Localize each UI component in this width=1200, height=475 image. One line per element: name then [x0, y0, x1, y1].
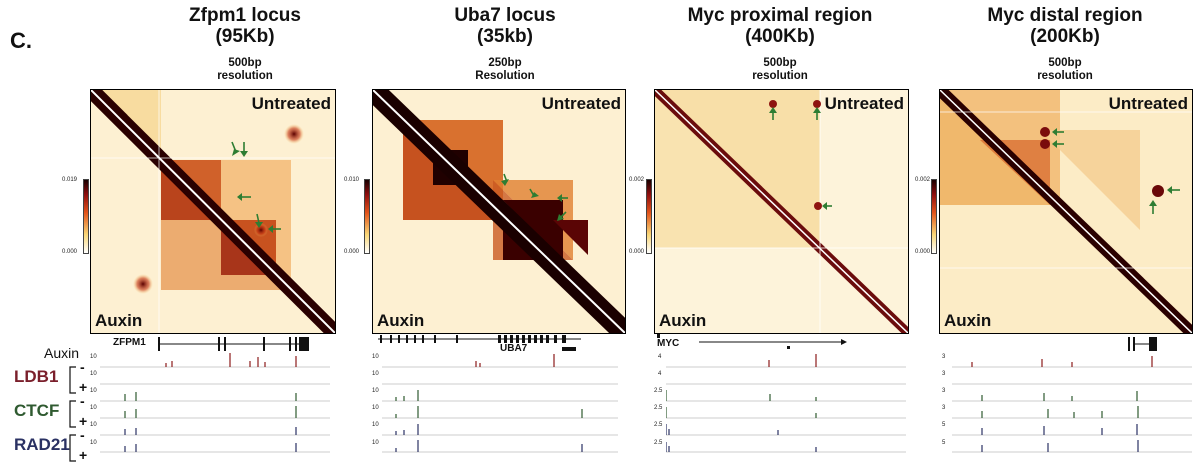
panel3-title-line2: (400Kb) — [745, 26, 815, 47]
track-label-ldb1: LDB1 — [14, 367, 59, 386]
panel2-res-unit: Resolution — [475, 70, 535, 82]
track-brackets — [69, 366, 76, 462]
panel2-cbar-min: 0.000 — [344, 249, 360, 255]
p3-rad21p-scale: 2.5 — [654, 440, 663, 446]
zfpm1-gene-model — [158, 337, 309, 351]
panel2-title-line2: (35kb) — [477, 26, 533, 47]
p2-auxin-scale: 10 — [372, 354, 379, 360]
panel3-resolution: 500bp resolution — [700, 57, 860, 83]
panel2-resolution: 250bp Resolution — [425, 57, 585, 83]
panel3-title-line1: Myc proximal region — [687, 5, 873, 26]
panel1-contact-map: Untreated Auxin — [90, 89, 336, 334]
panel4-cbar-max: 0.002 — [915, 177, 931, 183]
panel1-colorbar — [83, 179, 89, 254]
panel4-auxin-label: Auxin — [944, 311, 992, 330]
ldb1-plus-sign: + — [79, 379, 88, 395]
panel1-cbar-min: 0.000 — [62, 249, 78, 255]
p4-rad21m-scale: 5 — [942, 422, 946, 428]
panel2-res-value: 250bp — [488, 57, 522, 69]
panel2-title-line1: Uba7 locus — [454, 5, 556, 26]
panel4-resolution: 500bp resolution — [985, 57, 1145, 83]
panel3-auxin-label: Auxin — [659, 311, 707, 330]
rad21-plus-sign: + — [79, 447, 88, 463]
panel2-cbar-max: 0.010 — [344, 177, 360, 183]
track-label-auxin: Auxin — [44, 345, 80, 361]
track-label-rad21: RAD21 — [14, 435, 70, 454]
p1-rad21m-scale: 10 — [90, 422, 97, 428]
panel3-signal-tracks — [666, 354, 906, 453]
p3-ldb1m-scale: 4 — [658, 371, 662, 377]
panel3-cbar-min: 0.000 — [629, 249, 645, 255]
panel2-colorbar — [364, 179, 370, 254]
p2-ctcfp-scale: 10 — [372, 405, 379, 411]
p1-rad21p-scale: 10 — [90, 440, 97, 446]
ldb1-minus-sign: - — [80, 359, 85, 375]
p4-ldb1m-scale: 3 — [942, 371, 946, 377]
panel3-title: Myc proximal region (400Kb) — [665, 5, 895, 47]
panel-label: C. — [10, 28, 32, 53]
gene-label-myc: MYC — [657, 338, 680, 349]
panel2-auxin-label: Auxin — [377, 311, 425, 330]
p4-ctcfp-scale: 3 — [942, 405, 946, 411]
panel4-cbar-min: 0.000 — [915, 249, 931, 255]
gene-label-zfpm1: ZFPM1 — [113, 337, 146, 348]
panel2-signal-tracks — [382, 354, 618, 453]
panel1-res-unit: resolution — [217, 70, 273, 82]
p3-ctcfm-scale: 2.5 — [654, 388, 663, 394]
ctcf-minus-sign: - — [80, 393, 85, 409]
uba7-gene-model — [378, 335, 581, 351]
p3-auxin-scale: 4 — [658, 354, 662, 360]
panel2-untreated-label: Untreated — [541, 94, 621, 113]
panel2-title: Uba7 locus (35kb) — [405, 5, 605, 47]
rad21-minus-sign: - — [80, 427, 85, 443]
panel1-title: Zfpm1 locus (95Kb) — [145, 5, 345, 47]
panel3-colorbar — [646, 179, 652, 254]
panel4-signal-tracks — [952, 356, 1192, 453]
panel1-res-value: 500bp — [228, 57, 262, 69]
panel3-untreated-label: Untreated — [824, 94, 904, 113]
panel4-title-line1: Myc distal region — [987, 5, 1143, 26]
myc-gene-model — [657, 334, 847, 349]
panel4-title: Myc distal region (200Kb) — [950, 5, 1180, 47]
p3-rad21m-scale: 2.5 — [654, 422, 663, 428]
p1-ctcfm-scale: 10 — [90, 388, 97, 394]
panel4-res-unit: resolution — [1037, 70, 1093, 82]
ctcf-plus-sign: + — [79, 413, 88, 429]
p4-ctcfm-scale: 3 — [942, 388, 946, 394]
track-label-ctcf: CTCF — [14, 401, 60, 420]
p3-ctcfp-scale: 2.5 — [654, 405, 663, 411]
panel4-title-line2: (200Kb) — [1030, 26, 1100, 47]
panel1-auxin-label: Auxin — [95, 311, 143, 330]
panel1-cbar-max: 0.019 — [62, 177, 78, 183]
panel4-contact-map: Untreated Auxin — [939, 89, 1193, 334]
p4-auxin-scale: 3 — [942, 354, 946, 360]
panel1-signal-tracks — [100, 353, 330, 453]
panel1-untreated-label: Untreated — [251, 94, 331, 113]
p4-rad21p-scale: 5 — [942, 440, 946, 446]
panel1-title-line1: Zfpm1 locus — [189, 5, 301, 26]
p1-ctcfp-scale: 10 — [90, 405, 97, 411]
panel3-res-value: 500bp — [763, 57, 797, 69]
p1-auxin-scale: 10 — [90, 354, 97, 360]
panel1-resolution: 500bp resolution — [165, 57, 325, 83]
panel3-cbar-max: 0.002 — [629, 177, 645, 183]
panel2-contact-map: Untreated Auxin — [372, 89, 626, 334]
gene-label-uba7: UBA7 — [500, 343, 528, 354]
p2-ctcfm-scale: 10 — [372, 388, 379, 394]
p2-ldb1m-scale: 10 — [372, 371, 379, 377]
panel4-colorbar — [931, 179, 937, 254]
panel3-res-unit: resolution — [752, 70, 808, 82]
distal-gene-model — [1128, 337, 1157, 351]
p2-rad21m-scale: 10 — [372, 422, 379, 428]
p2-rad21p-scale: 10 — [372, 440, 379, 446]
p1-ldb1m-scale: 10 — [90, 371, 97, 377]
panel3-contact-map: Untreated Auxin — [654, 89, 909, 334]
panel1-title-line2: (95Kb) — [215, 26, 275, 47]
panel4-res-value: 500bp — [1048, 57, 1082, 69]
panel4-untreated-label: Untreated — [1108, 94, 1188, 113]
